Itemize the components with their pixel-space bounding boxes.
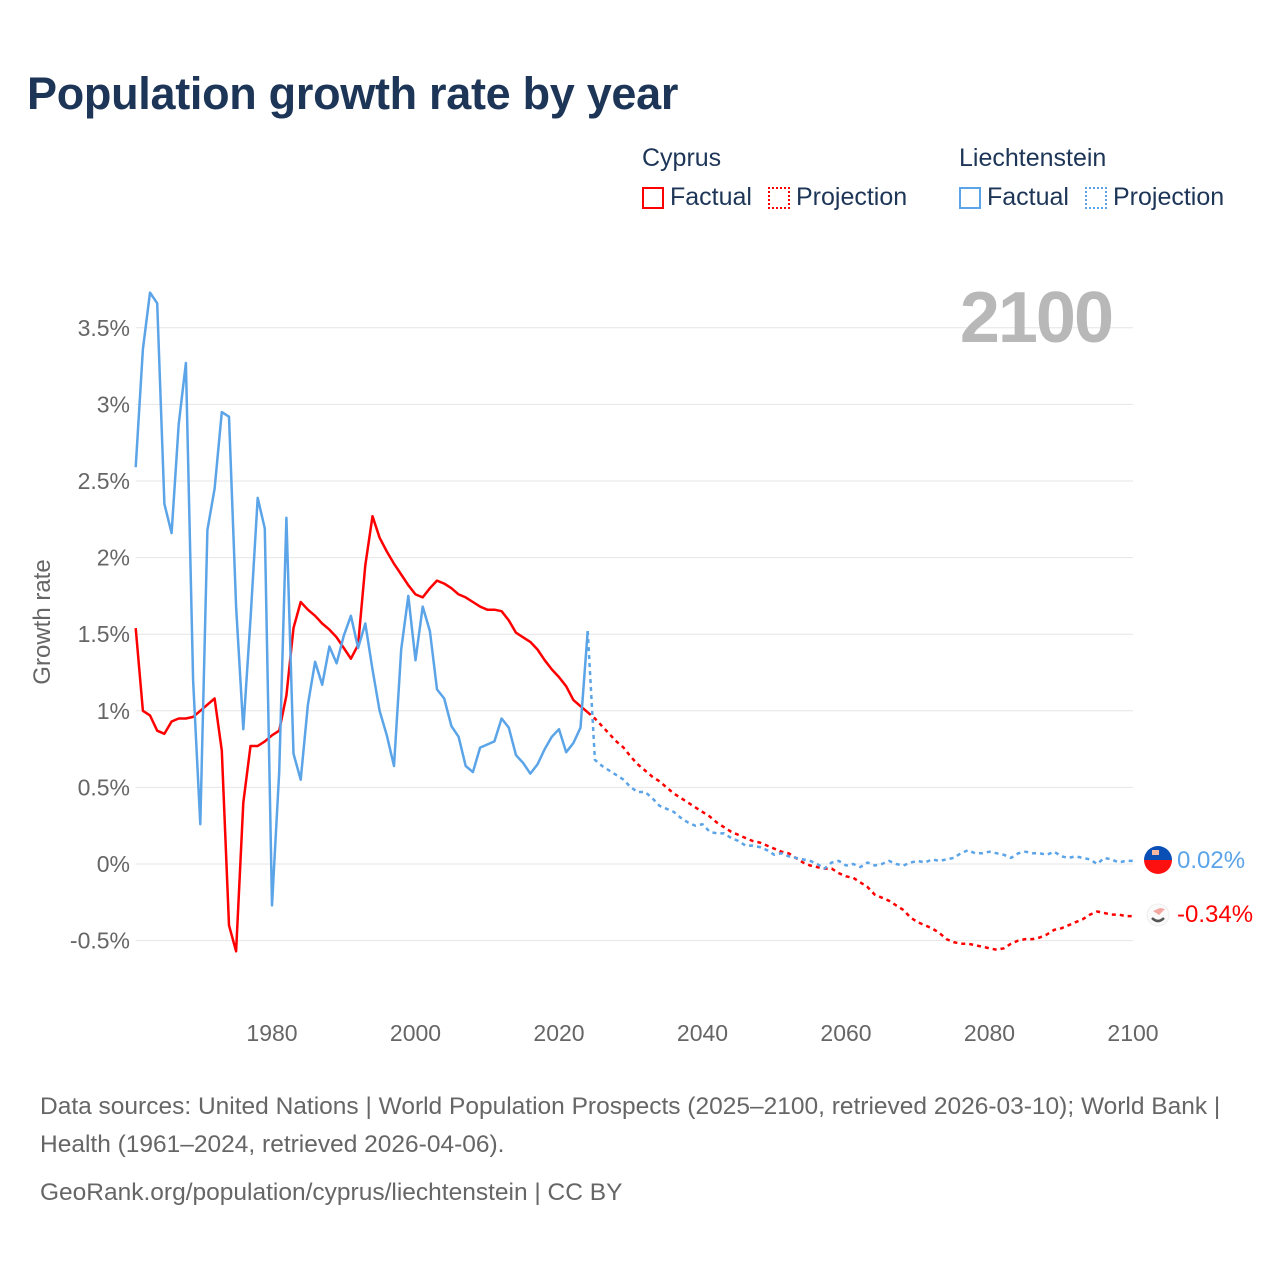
legend-swatch-solid <box>959 186 981 209</box>
legend-group-cyprus: Cyprus Factual Projection <box>642 144 907 212</box>
y-axis-label: Growth rate <box>29 559 56 684</box>
liechtenstein-flag-icon <box>1144 846 1172 874</box>
y-tick-label: 3% <box>97 391 130 417</box>
footer: Data sources: United Nations | World Pop… <box>40 1088 1230 1212</box>
series-line-liechtenstein-projection <box>586 631 1133 870</box>
series-line-liechtenstein-factual <box>134 291 589 907</box>
x-tick-label: 2020 <box>533 1020 584 1046</box>
legend-item-cyprus-factual[interactable]: Factual <box>642 183 752 212</box>
legend-label: Projection <box>1112 183 1225 211</box>
legend-item-cyprus-projection[interactable]: Projection <box>767 183 908 212</box>
legend-swatch-dotted <box>767 186 790 209</box>
y-tick-label: 2% <box>97 545 130 571</box>
series-line-cyprus-projection <box>586 711 1133 952</box>
legend-group-name: Cyprus <box>642 144 722 172</box>
source-link[interactable]: GeoRank.org/population/cyprus/liechtenst… <box>40 1179 623 1206</box>
series-line-cyprus-factual <box>134 514 589 953</box>
chart-title: Population growth rate by year <box>27 68 679 119</box>
legend-swatch-dotted <box>1084 186 1107 209</box>
y-tick-label: 0% <box>97 851 130 877</box>
legend-label: Projection <box>795 183 908 211</box>
y-tick-label: 1.5% <box>78 621 130 647</box>
legend-item-liechtenstein-factual[interactable]: Factual <box>959 183 1069 212</box>
year-indicator: 2100 <box>960 278 1112 358</box>
y-tick-label: -0.5% <box>70 928 130 954</box>
legend-item-liechtenstein-projection[interactable]: Projection <box>1084 183 1225 212</box>
legend-group-name: Liechtenstein <box>959 144 1107 172</box>
x-tick-label: 2040 <box>677 1020 728 1046</box>
legend-label: Factual <box>670 183 752 211</box>
y-tick-label: 3.5% <box>78 315 130 341</box>
y-tick-label: 2.5% <box>78 468 130 494</box>
x-tick-label: 2000 <box>390 1020 441 1046</box>
y-tick-label: 0.5% <box>78 774 130 800</box>
end-label-liechtenstein: 0.02% <box>1177 847 1245 874</box>
x-tick-label: 1980 <box>246 1020 297 1046</box>
x-tick-label: 2060 <box>820 1020 871 1046</box>
data-sources: Data sources: United Nations | World Pop… <box>40 1093 1221 1158</box>
legend-swatch-solid <box>642 186 664 209</box>
y-tick-label: 1% <box>97 698 130 724</box>
end-label-cyprus: -0.34% <box>1177 901 1253 928</box>
x-tick-label: 2080 <box>964 1020 1015 1046</box>
cyprus-flag-icon <box>1146 903 1170 927</box>
legend-label: Factual <box>987 183 1069 211</box>
x-tick-label: 2100 <box>1107 1020 1158 1046</box>
legend-group-liechtenstein: Liechtenstein Factual Projection <box>959 144 1224 212</box>
